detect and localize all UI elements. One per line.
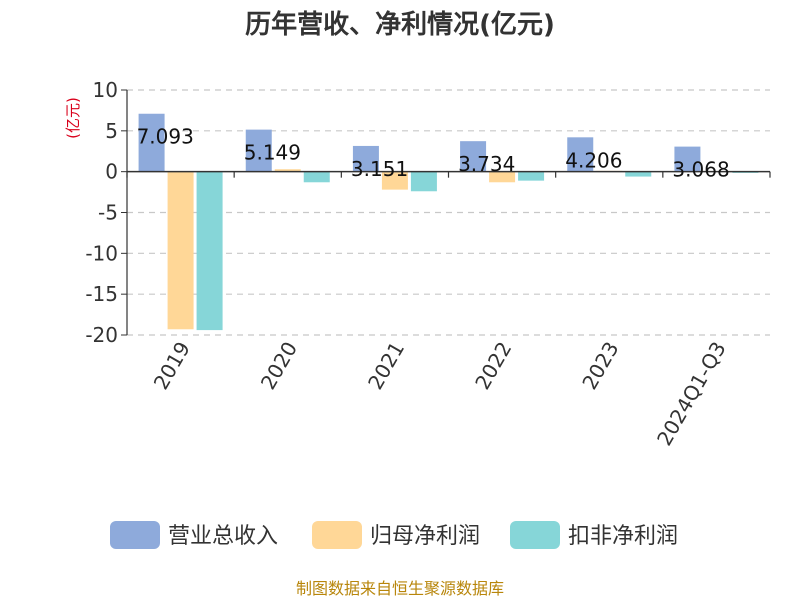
data-label: 4.206: [565, 148, 622, 172]
y-axis: 10 5 0 -5 -10 -15 -20: [85, 78, 128, 347]
data-labels: 7.093 5.149 3.151 3.734 4.206 3.068: [137, 125, 730, 182]
y-tick-label: -15: [85, 282, 118, 306]
bar-3-2019: [196, 171, 223, 331]
bar-1-2023: [567, 137, 594, 172]
x-tick-label: 2023: [577, 338, 623, 394]
bar-3-2023: [625, 171, 652, 177]
bar-1-2024Q1-Q3: [674, 146, 701, 172]
x-tick-label: 2022: [470, 338, 516, 394]
bar-1-2021: [352, 145, 379, 172]
bar-1-2020: [245, 129, 272, 172]
x-axis: 2019 2020 2021 2022 2023 2024Q1-Q3: [126, 170, 771, 450]
x-tick-label: 2021: [363, 338, 409, 394]
grid-lines: [127, 89, 770, 336]
y-tick-label: -20: [85, 323, 118, 347]
x-tick-label: 2019: [149, 338, 195, 394]
y-tick-label: -10: [85, 241, 118, 265]
legend-label: 扣非净利润: [568, 524, 678, 549]
bar-3-2021: [410, 171, 437, 192]
bar-3-2022: [518, 171, 545, 181]
y-tick-label: 5: [105, 119, 118, 143]
bar-2-2020: [274, 169, 301, 172]
x-tick-label: 2020: [256, 338, 302, 394]
data-label: 3.734: [458, 152, 515, 176]
data-label: 7.093: [137, 125, 194, 149]
bar-2-2019: [167, 171, 194, 330]
bar-1-2022: [460, 141, 487, 172]
bar-2-2021: [381, 171, 408, 190]
data-label: 3.151: [351, 157, 408, 181]
y-tick-label: 10: [93, 78, 118, 102]
y-tick-label: -5: [98, 201, 118, 225]
legend: 营业总收入 归母净利润 扣非净利润: [110, 521, 678, 549]
x-tick-label: 2024Q1-Q3: [652, 338, 731, 450]
legend-swatch: [110, 521, 160, 549]
bar-3-2020: [303, 171, 330, 183]
legend-swatch: [510, 521, 560, 549]
data-label: 5.149: [244, 141, 301, 165]
y-tick-label: 0: [105, 160, 118, 184]
y-axis-unit-label: (亿元): [64, 97, 82, 139]
source-note: 制图数据来自恒生聚源数据库: [296, 579, 504, 598]
chart-title: 历年营收、净利情况(亿元): [245, 9, 555, 40]
bar-1-2019: [138, 113, 165, 172]
bar-2-2022: [489, 171, 516, 183]
legend-label: 归母净利润: [370, 524, 480, 549]
data-label: 3.068: [672, 158, 729, 182]
legend-swatch: [312, 521, 362, 549]
legend-label: 营业总收入: [168, 524, 278, 549]
bars: [138, 113, 759, 331]
